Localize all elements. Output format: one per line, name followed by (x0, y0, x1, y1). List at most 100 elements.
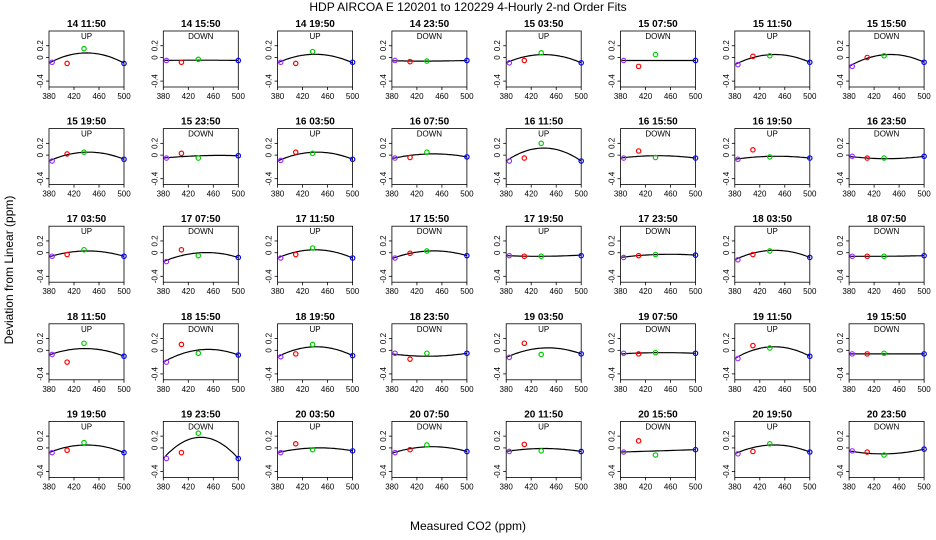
data-point (692, 350, 699, 357)
y-tick-label: 0.2 (150, 430, 159, 442)
data-point (49, 59, 55, 66)
x-tick-label: 380 (157, 92, 171, 101)
x-tick-label: 420 (296, 190, 310, 199)
y-tick-label: 0.2 (379, 332, 388, 344)
y-tick-label: 0 (150, 445, 159, 450)
y-tick-label: 0 (836, 348, 845, 353)
figure-title: HDP AIRCOA E 120201 to 120229 4-Hourly 2… (309, 0, 627, 14)
data-point (620, 57, 627, 64)
x-tick-label: 500 (460, 385, 474, 394)
y-tick-label: -0.4 (265, 269, 274, 283)
x-tick-label: 460 (321, 287, 335, 296)
data-point (235, 455, 242, 462)
y-tick-label: 0 (36, 152, 45, 157)
x-tick-label: 460 (321, 385, 335, 394)
x-tick-label: 420 (182, 482, 196, 491)
x-tick-label: 420 (296, 482, 310, 491)
data-point (464, 448, 470, 455)
panel-title: 16 15:50 (638, 117, 678, 128)
x-tick-label: 500 (346, 92, 360, 101)
data-point (750, 342, 756, 349)
data-point (766, 345, 773, 351)
x-tick-label: 420 (525, 92, 539, 101)
x-tick-label: 460 (892, 287, 906, 296)
data-point (81, 246, 87, 253)
y-tick-label: 0.2 (150, 40, 159, 52)
x-tick-label: 460 (892, 92, 906, 101)
y-tick-label: 0 (608, 250, 617, 255)
data-point (506, 60, 513, 66)
x-tick-label: 500 (575, 287, 589, 296)
x-tick-label: 500 (575, 482, 589, 491)
panel-direction-label: UP (538, 227, 549, 236)
y-tick-label: 0.2 (722, 332, 731, 344)
data-point (578, 60, 585, 66)
x-tick-label: 380 (500, 287, 514, 296)
data-point (277, 449, 284, 456)
x-tick-label: 420 (639, 482, 653, 491)
data-point (750, 53, 756, 60)
y-tick-label: 0 (265, 445, 274, 450)
panel-direction-label: DOWN (874, 32, 900, 41)
data-point (464, 57, 470, 64)
data-point (121, 253, 127, 260)
x-tick-label: 420 (182, 287, 196, 296)
panel-frame (734, 323, 811, 381)
x-tick-label: 460 (207, 482, 221, 491)
panel-frame (162, 323, 239, 381)
panel-direction-label: UP (767, 422, 778, 431)
x-tick-label: 420 (182, 190, 196, 199)
data-point (424, 248, 430, 254)
x-tick-label: 460 (550, 385, 564, 394)
panel: 18 07:50 DOWN 380 420 460 500 -0.4 0 0.2 (836, 214, 931, 296)
data-point (464, 154, 470, 160)
panel-frame (277, 30, 354, 88)
x-tick-label: 460 (892, 190, 906, 199)
x-tick-label: 420 (753, 385, 767, 394)
panel-frame (391, 30, 468, 88)
panel-title: 16 07:50 (410, 117, 450, 128)
panel: 16 23:50 DOWN 380 420 460 500 -0.4 0 0.2 (836, 117, 931, 199)
y-tick-label: 0.2 (36, 137, 45, 149)
data-point (464, 252, 470, 259)
data-point (921, 59, 927, 66)
data-point (766, 248, 773, 254)
x-tick-label: 380 (271, 385, 285, 394)
data-point (64, 60, 70, 67)
data-point (620, 350, 627, 357)
x-tick-label: 380 (842, 385, 856, 394)
panel: 16 11:50 UP 380 420 460 500 -0.4 0 0.2 (493, 117, 588, 199)
data-point (235, 352, 242, 358)
data-point (864, 54, 871, 61)
y-tick-label: -0.4 (608, 171, 617, 185)
data-point (766, 154, 773, 160)
data-point (121, 449, 127, 456)
panel-frame (620, 420, 696, 478)
y-tick-label: 0.2 (265, 332, 274, 344)
x-tick-label: 500 (689, 482, 703, 491)
x-tick-label: 460 (321, 190, 335, 199)
x-tick-label: 380 (42, 385, 56, 394)
y-tick-label: 0.2 (493, 40, 502, 52)
data-point (407, 446, 413, 453)
data-point (309, 48, 316, 55)
data-point (121, 60, 127, 67)
y-tick-label: -0.4 (722, 366, 731, 380)
panel-direction-label: DOWN (188, 325, 214, 334)
x-tick-label: 380 (42, 92, 56, 101)
data-point (692, 252, 699, 258)
fit-curve (849, 448, 925, 455)
data-point (506, 252, 513, 259)
panel-frame (848, 30, 925, 88)
x-tick-label: 500 (689, 190, 703, 199)
y-tick-label: 0 (265, 152, 274, 157)
y-tick-label: 0.2 (836, 40, 845, 52)
x-tick-label: 380 (728, 92, 742, 101)
data-point (309, 245, 316, 251)
data-point (424, 58, 430, 64)
x-tick-label: 380 (728, 385, 742, 394)
x-tick-label: 500 (232, 92, 246, 101)
x-tick-label: 380 (614, 287, 628, 296)
y-tick-label: -0.4 (836, 171, 845, 185)
